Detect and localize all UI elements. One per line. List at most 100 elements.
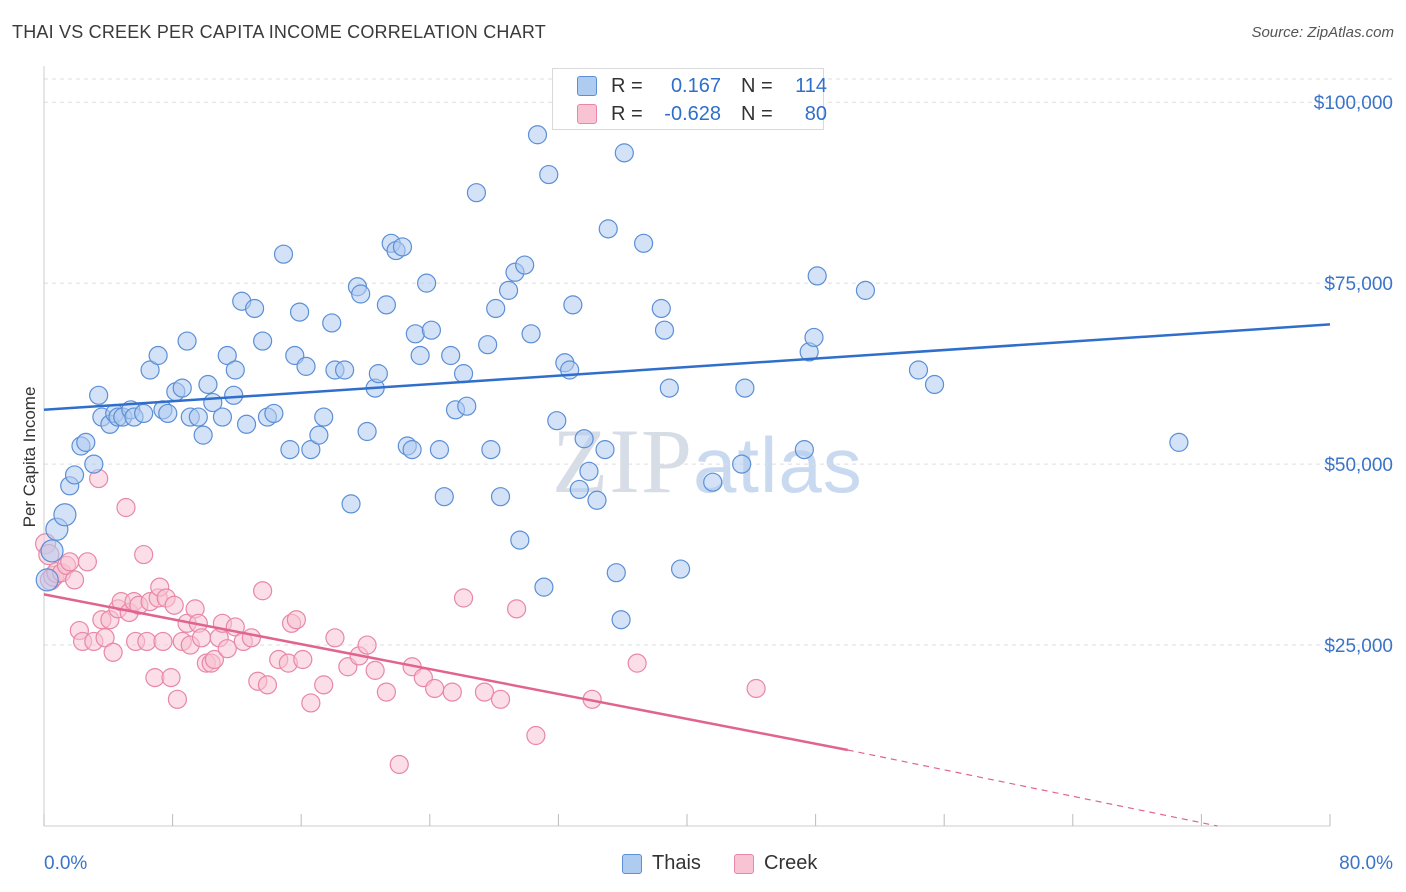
thais-point (405, 324, 425, 344)
grid-lines (44, 78, 1392, 646)
watermark-atlas: atlas (693, 421, 863, 509)
creek-point (442, 682, 462, 702)
axis-labels: $25,000 $50,000 $75,000 $100,000 0.0% 80.0% Pe… (20, 93, 1393, 874)
thais-point (441, 345, 461, 366)
thais-point (253, 331, 273, 351)
creek-legend-swatch (734, 853, 754, 874)
r-label: R = (611, 74, 643, 97)
creek-point (293, 649, 313, 670)
creek-point (474, 682, 495, 702)
creek-point (376, 682, 396, 702)
thais-point (481, 440, 501, 460)
thais-point (633, 233, 654, 253)
creek-point (161, 668, 181, 688)
thais-point (134, 403, 154, 424)
thais-point (569, 479, 589, 500)
thais-point (598, 219, 618, 239)
thais-point (429, 440, 450, 460)
creek-point (134, 544, 154, 565)
n-value: 80 (804, 102, 827, 125)
thais-point (794, 440, 814, 460)
thais-point (670, 559, 691, 579)
thais-point (466, 183, 487, 203)
thais-point (89, 385, 109, 405)
thais-point (521, 324, 541, 344)
n-value: 114 (795, 74, 827, 97)
thais-point (908, 360, 929, 380)
thais-point (735, 378, 755, 398)
r-value: 0.167 (670, 74, 721, 97)
r-value: -0.628 (664, 102, 721, 125)
thais-point (140, 360, 160, 380)
thais-point (224, 385, 244, 405)
creek-point (490, 689, 511, 709)
correlation-legend: R = 0.167 N = 114 R = -0.628 N = 80 (552, 68, 827, 130)
legend-item-thais: Thais (622, 852, 701, 875)
trend-lines (43, 323, 1331, 827)
thais-point (732, 454, 752, 474)
n-label: N = (741, 74, 773, 97)
creek-point (64, 570, 85, 590)
thais-point (244, 298, 265, 319)
thais-point (651, 298, 671, 319)
creek-trend-extension (847, 749, 1218, 827)
thais-point (527, 125, 548, 145)
thais-point (351, 284, 371, 304)
creek-point (627, 653, 647, 673)
creek-point (145, 668, 165, 688)
creek-point (253, 581, 273, 601)
thais-trend-line (43, 323, 1331, 412)
creek-point (116, 497, 136, 518)
thais-point (574, 429, 594, 449)
thais-point (402, 440, 422, 460)
creek-point (204, 649, 224, 670)
thais-point (84, 454, 104, 474)
legend-item-creek: Creek (734, 852, 817, 875)
thais-point (35, 568, 59, 592)
creek-point (453, 588, 474, 608)
creek-point (314, 675, 334, 695)
creek-point (153, 631, 173, 652)
thais-point (357, 421, 377, 442)
creek-point (389, 754, 409, 775)
creek-point (526, 725, 546, 746)
thais-point (534, 577, 554, 597)
creek-swatch (577, 104, 597, 124)
creek-point (95, 628, 115, 648)
thais-point (1169, 432, 1189, 452)
thais-point (188, 407, 208, 427)
thais-point (457, 396, 477, 416)
thais-point (855, 280, 876, 300)
thais-point (606, 563, 626, 583)
thais-point (322, 313, 342, 333)
thais-point (53, 503, 77, 527)
thais-point (309, 425, 329, 445)
x-tick-label: 80.0% (1339, 853, 1393, 874)
thais-point (264, 403, 284, 424)
thais-point (301, 440, 321, 460)
legend-label-thais: Thais (652, 852, 701, 874)
thais-point (335, 360, 355, 380)
creek-point (286, 610, 306, 630)
thais-point (236, 414, 257, 434)
creek-point (217, 639, 237, 659)
thais-point (296, 356, 316, 376)
thais-point (490, 487, 511, 507)
creek-points (35, 468, 766, 775)
thais-point (289, 302, 310, 322)
creek-point (357, 635, 377, 655)
y-tick-label: $25,000 (1324, 636, 1393, 657)
thais-point (158, 403, 178, 424)
thais-point (924, 374, 945, 395)
thais-point (421, 320, 442, 340)
legend-row-creek: R = -0.628 N = 80 (577, 102, 827, 126)
creek-point (137, 631, 157, 652)
thais-point (172, 378, 192, 398)
creek-point (241, 628, 261, 648)
r-label: R = (611, 102, 643, 125)
thais-point (498, 280, 519, 300)
thais-point (595, 440, 615, 460)
y-tick-label: $50,000 (1324, 455, 1393, 476)
thais-point (40, 539, 64, 563)
